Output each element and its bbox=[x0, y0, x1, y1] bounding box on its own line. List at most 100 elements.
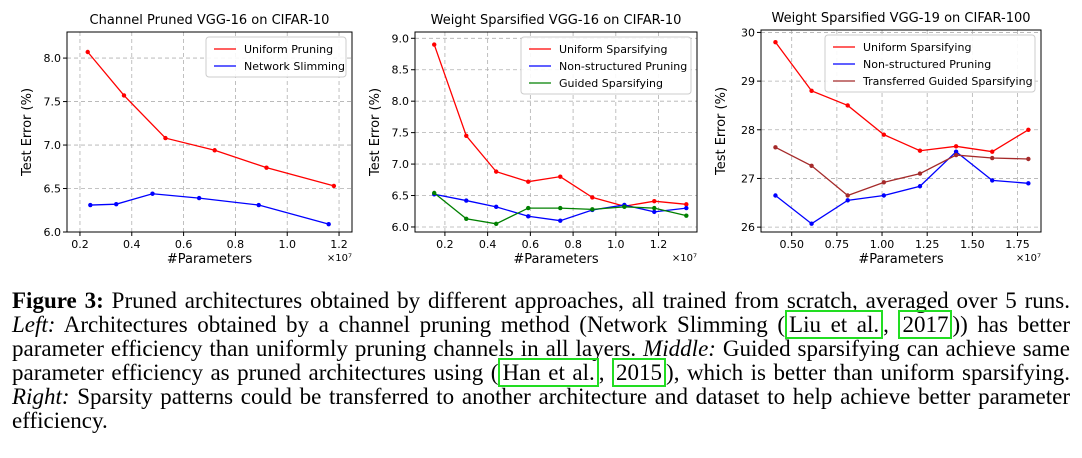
data-point bbox=[652, 205, 657, 211]
data-point bbox=[526, 205, 531, 211]
data-point bbox=[163, 135, 168, 141]
data-point bbox=[881, 180, 887, 185]
citation-link-han-year[interactable]: 2015 bbox=[612, 358, 667, 387]
legend-label: Transferred Guided Sparsifying bbox=[862, 75, 1033, 88]
y-tick-label: 7.0 bbox=[392, 158, 410, 171]
x-tick-label: 0.2 bbox=[436, 238, 454, 251]
legend-label: Uniform Sparsifying bbox=[559, 43, 667, 56]
chart-title: Channel Pruned VGG-16 on CIFAR-10 bbox=[90, 13, 330, 28]
caption-sep-1: , bbox=[883, 312, 899, 337]
citation-link-liu-year[interactable]: 2017 bbox=[898, 310, 953, 339]
data-point bbox=[845, 193, 850, 198]
data-point bbox=[526, 214, 531, 219]
y-tick-label: 30 bbox=[741, 26, 755, 39]
y-tick-label: 7.5 bbox=[44, 96, 62, 109]
data-point bbox=[990, 155, 995, 161]
legend-label: Uniform Sparsifying bbox=[863, 41, 971, 54]
data-point bbox=[88, 202, 93, 208]
data-point bbox=[493, 204, 499, 210]
data-point bbox=[590, 207, 595, 212]
data-point bbox=[114, 201, 119, 207]
legend-label: Guided Sparsifying bbox=[559, 77, 663, 90]
x-tick-label: 0.6 bbox=[175, 238, 193, 251]
data-point bbox=[809, 163, 814, 169]
legend-label: Non-structured Pruning bbox=[559, 60, 687, 73]
chart-2: 0.2 0.4 0.6 0.8 1.0 1.2 6.0 6.5 7.0 7.5 8.0 8.5 9.0 W… bbox=[368, 13, 698, 267]
data-point bbox=[526, 179, 531, 184]
data-point bbox=[150, 191, 155, 196]
data-point bbox=[773, 145, 778, 150]
data-point bbox=[809, 88, 814, 94]
data-point bbox=[464, 133, 469, 138]
x-tick-label: 0.6 bbox=[522, 238, 540, 251]
y-tick-label: 6.0 bbox=[44, 226, 62, 239]
data-point bbox=[558, 205, 563, 211]
y-tick-label: 29 bbox=[741, 75, 755, 88]
x-tick-label: 0.8 bbox=[227, 238, 245, 251]
y-tick-label: 27 bbox=[741, 172, 755, 185]
data-point bbox=[809, 221, 814, 226]
x-tick-label: 1.2 bbox=[650, 238, 668, 251]
series-line-1 bbox=[87, 51, 335, 187]
data-point bbox=[121, 93, 127, 98]
data-point bbox=[990, 178, 995, 183]
data-point bbox=[917, 184, 923, 189]
x-axis-multiplier: ×10⁷ bbox=[327, 253, 352, 264]
data-point bbox=[622, 204, 627, 210]
data-point bbox=[917, 148, 923, 153]
y-tick-label: 26 bbox=[741, 221, 755, 234]
data-point bbox=[652, 198, 657, 204]
x-tick-label: 1.00 bbox=[870, 238, 895, 251]
citation-link-han-author[interactable]: Han et al. bbox=[498, 358, 599, 387]
y-tick-label: 6.0 bbox=[392, 221, 410, 234]
caption-text-5: ), which is better than uniform sparsify… bbox=[666, 360, 1071, 385]
citation-link-liu-author[interactable]: Liu et al. bbox=[785, 310, 884, 339]
data-point bbox=[684, 213, 689, 218]
data-point bbox=[558, 218, 563, 223]
caption-text-1: Pruned architectures obtained by differe… bbox=[103, 288, 1070, 313]
data-point bbox=[196, 195, 202, 201]
x-tick-label: 1.0 bbox=[607, 238, 625, 251]
x-axis-label: #Parameters bbox=[513, 252, 599, 267]
y-tick-label: 28 bbox=[741, 124, 755, 137]
legend: Uniform Sparsifying Non-structured Prunin… bbox=[824, 34, 1036, 93]
data-point bbox=[1026, 156, 1031, 162]
series-line-2 bbox=[775, 150, 1029, 225]
x-tick-label: 1.50 bbox=[960, 238, 985, 251]
y-axis-label: Test Error (%) bbox=[368, 88, 383, 177]
data-point bbox=[432, 42, 437, 47]
data-point bbox=[85, 49, 90, 55]
x-axis-multiplier: ×10⁷ bbox=[672, 253, 697, 264]
x-axis-multiplier: ×10⁷ bbox=[1016, 253, 1041, 264]
plot-area-frame bbox=[66, 31, 353, 233]
y-tick-label: 6.5 bbox=[392, 190, 410, 203]
caption-left-label: Left: bbox=[12, 312, 56, 337]
x-axis-label: #Parameters bbox=[858, 252, 944, 267]
data-point bbox=[464, 216, 469, 221]
x-tick-label: 0.4 bbox=[123, 238, 141, 251]
data-point bbox=[256, 202, 261, 208]
legend-box bbox=[520, 36, 692, 95]
caption-text-4: Guided sparsifying can achieve same para… bbox=[12, 336, 1070, 385]
plot-area-frame bbox=[760, 29, 1042, 233]
chart-title: Weight Sparsified VGG-16 on CIFAR-10 bbox=[431, 13, 682, 28]
data-point bbox=[917, 171, 923, 176]
data-point bbox=[493, 221, 499, 227]
y-tick-label: 6.5 bbox=[44, 183, 62, 196]
data-point bbox=[590, 195, 595, 200]
data-point bbox=[432, 190, 437, 196]
caption-text-3: )) has better parameter efficiency than … bbox=[12, 312, 1071, 361]
y-axis-label: Test Error (%) bbox=[20, 88, 35, 177]
data-point bbox=[953, 149, 959, 154]
data-point bbox=[953, 144, 959, 149]
legend-box bbox=[824, 34, 1036, 93]
data-point bbox=[881, 193, 887, 198]
series-line-3 bbox=[775, 146, 1029, 197]
y-tick-label: 9.0 bbox=[392, 32, 410, 45]
chart-title: Weight Sparsified VGG-19 on CIFAR-100 bbox=[771, 11, 1030, 26]
data-point bbox=[773, 193, 778, 198]
x-tick-label: 0.75 bbox=[825, 238, 850, 251]
data-point bbox=[493, 169, 499, 174]
series-line-2 bbox=[90, 193, 329, 225]
